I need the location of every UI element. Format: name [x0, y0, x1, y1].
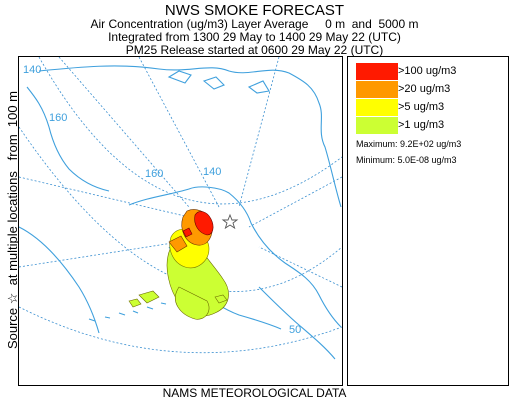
- legend-swatch-100: [356, 63, 398, 80]
- coastline-kamchatka: [19, 226, 100, 334]
- coastline-east: [38, 65, 342, 208]
- legend-label-20: >20 ug/m3: [398, 83, 451, 95]
- map-panel: 140 160 160 140 50: [18, 56, 343, 386]
- meridian-line: [19, 176, 190, 218]
- coastline-west: [26, 86, 110, 192]
- coastline-alaska: [128, 186, 342, 328]
- legend-label-5: >5 ug/m3: [398, 101, 445, 113]
- parallel-line: [19, 126, 342, 292]
- legend-swatch-20: [356, 81, 398, 98]
- graticule-label: 140: [203, 166, 221, 178]
- graticule-label: 50: [289, 324, 301, 336]
- integration-period: Integrated from 1300 29 May to 1400 29 M…: [108, 30, 401, 44]
- legend-label-100: >100 ug/m3: [398, 65, 457, 77]
- minimum-value: Minimum: 5.0E-08 ug/m3: [356, 155, 457, 165]
- legend-swatch-5: [356, 99, 398, 116]
- release-start: PM25 Release started at 0600 29 May 22 (…: [125, 43, 384, 57]
- coastline-southeast: [258, 286, 336, 360]
- maximum-value: Maximum: 9.2E+02 ug/m3: [356, 139, 462, 149]
- meridian-line: [138, 57, 220, 208]
- graticule-label: 160: [49, 112, 67, 124]
- concentration-description: Air Concentration (ug/m3) Layer Average …: [90, 17, 419, 31]
- legend-label-1: >1 ug/m3: [398, 119, 445, 131]
- source-location-star: [221, 213, 239, 230]
- coastline-north-islands: [167, 70, 270, 94]
- meridian-line: [248, 176, 342, 228]
- aleutian-chain: [88, 302, 167, 322]
- parallel-line: [38, 57, 342, 205]
- meridian-line: [258, 246, 342, 288]
- meridian-line: [238, 57, 280, 208]
- meridian-line: [58, 57, 190, 208]
- legend-panel: >100 ug/m3 >20 ug/m3 >5 ug/m3 >1 ug/m3 M…: [347, 56, 509, 386]
- graticule-label: 140: [23, 64, 41, 76]
- parallel-line: [19, 306, 342, 354]
- map-title: NWS SMOKE FORECAST: [164, 2, 345, 19]
- legend-swatch-1: [356, 117, 398, 134]
- map-canvas: 140 160 160 140 50: [19, 57, 342, 360]
- meteorological-data-label: NAMS METEOROLOGICAL DATA: [162, 386, 347, 400]
- graticule-label: 160: [145, 168, 163, 180]
- smoke-plume: [128, 209, 229, 320]
- meridian-line: [19, 241, 180, 268]
